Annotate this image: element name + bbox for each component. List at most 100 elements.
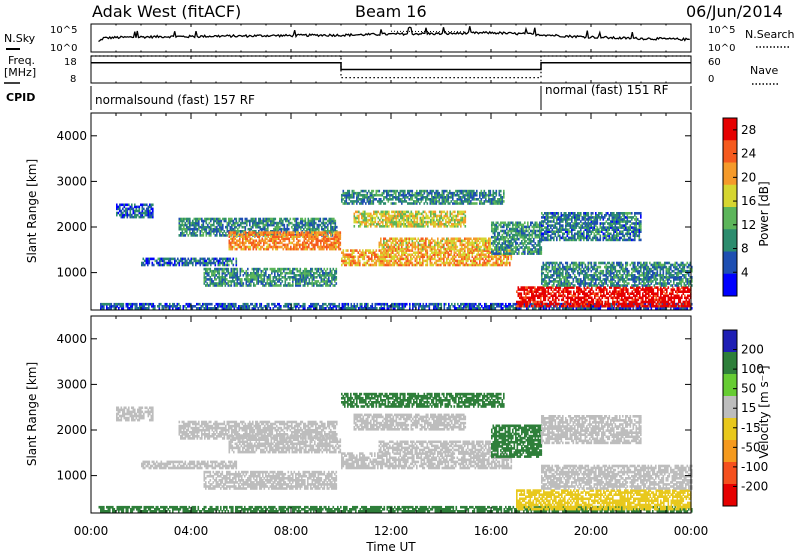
echo-cell: [421, 238, 423, 241]
echo-cell: [231, 224, 233, 227]
echo-cell: [395, 190, 397, 193]
echo-cell: [223, 276, 225, 279]
echo-cell: [359, 254, 361, 257]
echo-cell: [439, 264, 441, 267]
echo-cell: [200, 226, 202, 229]
echo-cell: [463, 251, 465, 254]
echo-cell: [146, 258, 148, 261]
echo-cell: [244, 231, 246, 234]
echo-cell: [425, 264, 427, 267]
echo-cell: [415, 303, 417, 306]
echo-cell: [327, 268, 329, 271]
echo-cell: [495, 307, 497, 310]
echo-cell: [185, 258, 187, 261]
echo-cell: [314, 244, 316, 247]
echo-cell: [368, 196, 370, 199]
echo-cell: [337, 231, 339, 234]
echo-cell: [330, 303, 332, 306]
echo-cell: [226, 278, 228, 281]
echo-cell: [279, 268, 281, 271]
echo-cell: [442, 244, 444, 247]
echo-cell: [344, 254, 346, 257]
echo-cell: [451, 303, 453, 306]
echo-cell: [280, 235, 282, 238]
echo-cell: [189, 303, 191, 306]
echo-cell: [368, 249, 370, 252]
echo-cell: [251, 238, 253, 241]
echo-cell: [496, 236, 498, 239]
echo-cell: [296, 218, 298, 221]
echo-cell: [449, 240, 451, 243]
echo-cell: [268, 282, 270, 285]
echo-cell: [360, 213, 362, 216]
echo-cell: [273, 268, 275, 271]
echo-cell: [198, 218, 200, 221]
echo-cell: [262, 238, 264, 241]
echo-cell: [367, 249, 369, 252]
echo-cell: [376, 190, 378, 193]
echo-cell: [462, 217, 464, 220]
echo-cell: [326, 233, 328, 236]
echo-cell: [347, 249, 349, 252]
echo-cell: [329, 231, 331, 234]
echo-cell: [298, 270, 300, 273]
echo-cell: [264, 224, 266, 227]
echo-cell: [274, 268, 276, 271]
echo-cell: [239, 230, 241, 233]
echo-cell: [282, 220, 284, 223]
echo-cell: [487, 256, 489, 259]
echo-cell: [431, 238, 433, 241]
echo-cell: [502, 230, 504, 233]
echo-cell: [463, 217, 465, 220]
echo-cell: [171, 258, 173, 261]
echo-cell: [319, 240, 321, 243]
echo-cell: [448, 303, 450, 306]
echo-cell: [343, 249, 345, 252]
echo-cell: [271, 303, 273, 306]
echo-cell: [479, 238, 481, 241]
echo-cell: [245, 246, 247, 249]
echo-cell: [276, 282, 278, 285]
echo-cell: [376, 307, 378, 310]
echo-cell: [427, 249, 429, 252]
echo-cell: [271, 235, 273, 238]
echo-cell: [469, 248, 471, 251]
echo-cell: [158, 258, 160, 261]
echo-cell: [215, 218, 217, 221]
echo-cell: [381, 225, 383, 228]
echo-cell: [383, 238, 385, 241]
echo-cell: [493, 240, 495, 243]
echo-cell: [275, 222, 277, 225]
echo-cell: [413, 256, 415, 259]
echo-cell: [393, 211, 395, 214]
echo-cell: [390, 215, 392, 218]
echo-cell: [409, 221, 411, 224]
echo-cell: [201, 305, 203, 308]
echo-cell: [451, 200, 453, 203]
echo-cell: [356, 192, 358, 195]
echo-cell: [482, 202, 484, 205]
echo-cell: [143, 262, 145, 265]
echo-cell: [290, 246, 292, 249]
echo-cell: [426, 303, 428, 306]
echo-cell: [490, 251, 492, 254]
echo-cell: [177, 262, 179, 265]
echo-cell: [117, 303, 119, 306]
echo-cell: [228, 268, 230, 271]
echo-cell: [256, 244, 258, 247]
echo-cell: [335, 220, 337, 223]
echo-cell: [213, 307, 215, 310]
echo-cell: [503, 262, 505, 265]
echo-cell: [382, 244, 384, 247]
echo-cell: [375, 225, 377, 228]
echo-cell: [410, 238, 412, 241]
echo-cell: [328, 235, 330, 238]
echo-cell: [227, 258, 229, 261]
echo-cell: [439, 303, 441, 306]
echo-cell: [465, 303, 467, 306]
echo-cell: [400, 307, 402, 310]
echo-cell: [148, 303, 150, 306]
echo-cell: [220, 276, 222, 279]
echo-cell: [247, 268, 249, 271]
echo-cell: [229, 280, 231, 283]
